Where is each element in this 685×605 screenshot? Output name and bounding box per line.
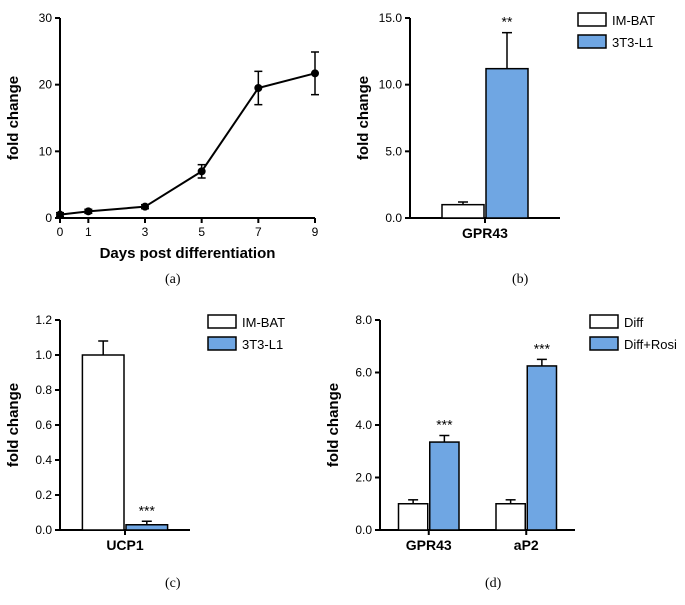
svg-text:1.2: 1.2 [35,313,52,327]
svg-text:IM-BAT: IM-BAT [612,13,655,28]
svg-text:4.0: 4.0 [355,418,372,432]
svg-text:2.0: 2.0 [355,471,372,485]
svg-text:0.8: 0.8 [35,383,52,397]
svg-text:10.0: 10.0 [379,78,403,92]
panel-label-c: (c) [165,576,181,592]
panel-label-a: (a) [165,272,181,288]
svg-text:**: ** [502,14,513,30]
svg-text:30: 30 [39,11,53,25]
panel-label-b: (b) [512,272,528,288]
svg-text:10: 10 [39,144,53,158]
svg-text:20: 20 [39,78,53,92]
svg-text:5.0: 5.0 [385,144,402,158]
svg-text:0: 0 [45,211,52,225]
svg-text:0.6: 0.6 [35,418,52,432]
svg-text:3T3-L1: 3T3-L1 [242,337,283,352]
svg-text:fold change: fold change [355,76,372,160]
svg-text:fold change: fold change [325,383,342,467]
panel-label-d: (d) [485,576,501,592]
svg-text:UCP1: UCP1 [106,537,144,553]
svg-text:0.4: 0.4 [35,453,52,467]
svg-text:IM-BAT: IM-BAT [242,315,285,330]
svg-text:fold change: fold change [5,383,22,467]
svg-text:***: *** [139,502,156,518]
svg-text:15.0: 15.0 [379,11,403,25]
svg-text:Diff+Rosi: Diff+Rosi [624,337,677,352]
panel-b: 0.0 5.0 10.0 15.0 fold change GPR43 ** IM-BAT 3T… [355,11,655,241]
svg-text:Days post differentiation: Days post differentiation [100,245,276,262]
svg-text:0.0: 0.0 [355,523,372,537]
panel-a: 0 10 20 30 fold change 0 1 3 5 7 9 Days post differ… [5,11,319,262]
svg-text:8.0: 8.0 [355,313,372,327]
svg-text:9: 9 [312,225,319,239]
svg-text:aP2: aP2 [514,537,539,553]
figure-canvas: 0 10 20 30 fold change 0 1 3 5 7 9 Days post differ… [0,0,685,605]
panel-d: 0.0 2.0 4.0 6.0 8.0 fold change GPR43 aP2 *** ***… [325,313,677,553]
svg-text:fold change: fold change [5,76,22,160]
svg-text:5: 5 [198,225,205,239]
svg-text:Diff: Diff [624,315,644,330]
svg-text:3: 3 [142,225,149,239]
svg-text:GPR43: GPR43 [462,225,508,241]
svg-text:0.0: 0.0 [35,523,52,537]
svg-text:7: 7 [255,225,262,239]
svg-text:GPR43: GPR43 [406,537,452,553]
svg-text:0.0: 0.0 [385,211,402,225]
svg-text:0: 0 [57,225,64,239]
svg-text:0.2: 0.2 [35,488,52,502]
panel-c: 0.0 0.2 0.4 0.6 0.8 1.0 1.2 fold change UCP1 *** I… [5,313,285,553]
svg-text:1: 1 [85,225,92,239]
svg-text:***: *** [534,340,551,356]
svg-text:***: *** [436,417,453,433]
svg-text:6.0: 6.0 [355,366,372,380]
svg-text:3T3-L1: 3T3-L1 [612,35,653,50]
svg-text:1.0: 1.0 [35,348,52,362]
